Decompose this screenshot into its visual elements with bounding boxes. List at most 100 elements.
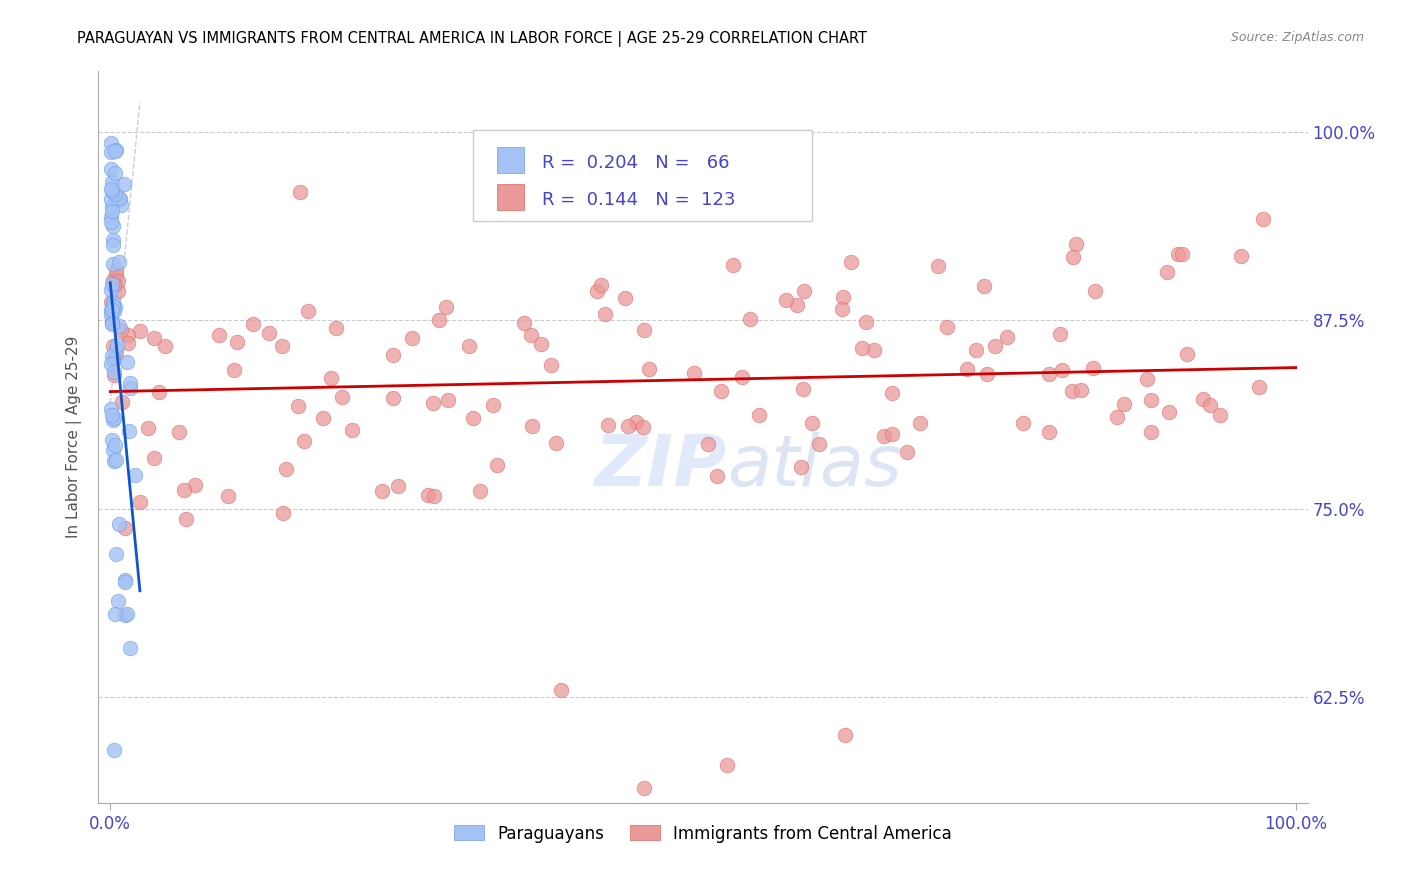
Point bbox=[416, 488, 439, 502]
Point bbox=[292, 434, 315, 448]
Point bbox=[104, 144, 127, 158]
Point bbox=[387, 479, 409, 493]
Point bbox=[101, 413, 124, 427]
Point bbox=[100, 295, 122, 310]
Point bbox=[148, 384, 170, 399]
Point bbox=[129, 495, 152, 509]
Point bbox=[108, 318, 131, 333]
Point bbox=[118, 424, 141, 438]
Point bbox=[100, 357, 122, 371]
Point bbox=[101, 299, 124, 313]
Point bbox=[105, 547, 128, 561]
Point bbox=[103, 351, 125, 366]
Point bbox=[103, 454, 125, 468]
Point bbox=[108, 192, 131, 206]
Text: atlas: atlas bbox=[727, 432, 901, 500]
Point bbox=[1136, 372, 1159, 386]
Point bbox=[1192, 392, 1215, 406]
Point bbox=[100, 136, 122, 151]
Point bbox=[100, 181, 122, 195]
Point bbox=[101, 175, 124, 189]
Point bbox=[101, 295, 124, 310]
Point bbox=[105, 343, 128, 357]
Point bbox=[107, 274, 129, 288]
Point bbox=[100, 302, 122, 317]
Point bbox=[401, 330, 423, 344]
Point bbox=[117, 335, 139, 350]
Point bbox=[173, 483, 195, 497]
Point bbox=[100, 162, 122, 177]
Point bbox=[1156, 265, 1178, 279]
Point bbox=[633, 323, 655, 337]
Point bbox=[1105, 409, 1128, 424]
Point bbox=[297, 303, 319, 318]
Point bbox=[1140, 393, 1163, 408]
Point bbox=[153, 339, 176, 353]
Point bbox=[104, 300, 127, 314]
Point bbox=[101, 349, 124, 363]
Point bbox=[101, 434, 124, 448]
Point bbox=[546, 436, 568, 450]
Point bbox=[872, 429, 894, 443]
Point bbox=[520, 328, 543, 343]
Point bbox=[325, 320, 347, 334]
Point bbox=[738, 312, 761, 326]
Point bbox=[1070, 384, 1092, 398]
Point bbox=[586, 284, 609, 298]
Point bbox=[105, 348, 128, 362]
Text: R =  0.144   N =  123: R = 0.144 N = 123 bbox=[543, 191, 735, 210]
Point bbox=[512, 316, 534, 330]
Point bbox=[882, 427, 904, 442]
Point bbox=[589, 278, 612, 293]
Point bbox=[710, 384, 733, 399]
Point bbox=[340, 423, 363, 437]
Point bbox=[274, 462, 297, 476]
Point bbox=[637, 361, 659, 376]
Point bbox=[101, 199, 124, 213]
Point bbox=[1198, 398, 1220, 412]
Point bbox=[831, 302, 853, 317]
Point bbox=[107, 255, 129, 269]
Point bbox=[596, 418, 619, 433]
Point bbox=[1175, 346, 1198, 360]
Point bbox=[1157, 405, 1180, 419]
Point bbox=[775, 293, 797, 307]
Point bbox=[1253, 211, 1275, 226]
Text: Source: ZipAtlas.com: Source: ZipAtlas.com bbox=[1230, 31, 1364, 45]
Point bbox=[973, 279, 995, 293]
Point bbox=[624, 416, 647, 430]
Point bbox=[956, 362, 979, 376]
Point bbox=[312, 411, 335, 425]
Point bbox=[101, 317, 124, 331]
Point bbox=[458, 339, 481, 353]
FancyBboxPatch shape bbox=[498, 147, 524, 173]
Point bbox=[110, 323, 132, 337]
Point bbox=[792, 382, 814, 396]
Point bbox=[851, 342, 873, 356]
Point bbox=[217, 489, 239, 503]
Point bbox=[617, 419, 640, 434]
Point bbox=[103, 411, 125, 425]
Point bbox=[208, 327, 231, 342]
Point bbox=[786, 298, 808, 312]
FancyBboxPatch shape bbox=[498, 184, 524, 210]
Point bbox=[222, 363, 245, 377]
Point bbox=[461, 410, 484, 425]
Point bbox=[831, 290, 853, 304]
Point bbox=[1230, 249, 1253, 263]
Point bbox=[115, 607, 138, 621]
Point bbox=[120, 640, 142, 655]
Point bbox=[104, 607, 127, 622]
Point bbox=[100, 145, 122, 159]
Point bbox=[485, 458, 508, 472]
Point bbox=[107, 516, 129, 531]
Point bbox=[118, 376, 141, 390]
Point bbox=[631, 419, 654, 434]
Point bbox=[101, 233, 124, 247]
Point bbox=[103, 303, 125, 318]
Point bbox=[117, 328, 139, 343]
Point bbox=[696, 437, 718, 451]
Point bbox=[482, 398, 505, 412]
Point bbox=[801, 416, 824, 430]
Point bbox=[1081, 360, 1104, 375]
